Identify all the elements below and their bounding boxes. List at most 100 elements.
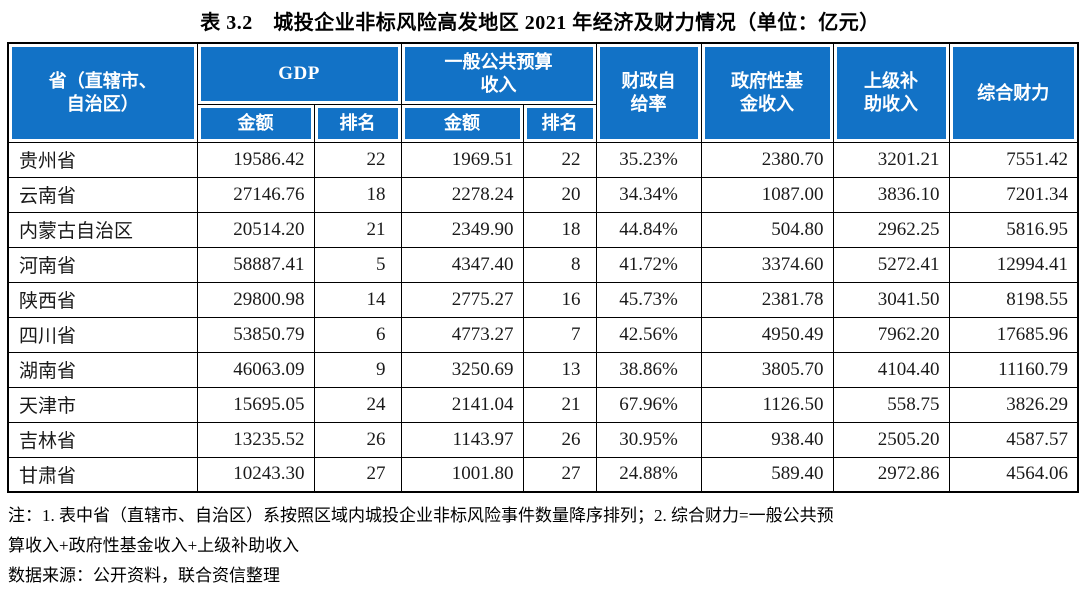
cell-budget-amount: 2141.04 [400,386,524,423]
cell-budget-rank: 7 [522,316,597,353]
cell-gdp-rank: 14 [313,281,402,318]
cell-gdp-amount: 19586.42 [196,141,315,178]
cell-province: 贵州省 [7,141,198,178]
cell-subsidy-revenue: 558.75 [832,386,950,423]
cell-budget-rank: 22 [522,141,597,178]
cell-subsidy-revenue: 2505.20 [832,421,950,458]
cell-budget-amount: 4347.40 [400,246,524,283]
header-gdp-amount: 金额 [196,103,315,143]
cell-gdp-rank: 9 [313,351,402,388]
header-budget-rank: 排名 [522,103,597,143]
cell-budget-amount: 1001.80 [400,456,524,493]
cell-gov-fund-revenue: 1126.50 [700,386,834,423]
cell-budget-amount: 2775.27 [400,281,524,318]
cell-budget-rank: 20 [522,176,597,213]
cell-comprehensive-power: 4564.06 [948,456,1079,493]
cell-province: 河南省 [7,246,198,283]
note-line-2: 算收入+政府性基金收入+上级补助收入 [8,536,300,555]
table-body: 贵州省 19586.42 22 1969.51 22 35.23% 2380.70 3201.… [7,141,1079,493]
cell-budget-rank: 18 [522,211,597,248]
cell-gov-fund-revenue: 504.80 [700,211,834,248]
table-row: 云南省 27146.76 18 2278.24 20 34.34% 1087.00 3836.… [7,176,1079,213]
table-title: 表 3.2 城投企业非标风险高发地区 2021 年经济及财力情况（单位：亿元） [200,12,880,34]
table-row: 天津市 15695.05 24 2141.04 21 67.96% 1126.50 558.7… [7,386,1079,423]
cell-gdp-rank: 6 [313,316,402,353]
cell-gdp-rank: 5 [313,246,402,283]
cell-subsidy-revenue: 4104.40 [832,351,950,388]
cell-gov-fund-revenue: 1087.00 [700,176,834,213]
cell-province: 内蒙古自治区 [7,211,198,248]
cell-subsidy-revenue: 2962.25 [832,211,950,248]
cell-gdp-rank: 18 [313,176,402,213]
cell-gdp-rank: 21 [313,211,402,248]
cell-gdp-amount: 46063.09 [196,351,315,388]
cell-gov-fund-revenue: 938.40 [700,421,834,458]
cell-subsidy-revenue: 5272.41 [832,246,950,283]
cell-fiscal-self-rate: 38.86% [595,351,702,388]
cell-comprehensive-power: 4587.57 [948,421,1079,458]
cell-comprehensive-power: 11160.79 [948,351,1079,388]
cell-budget-rank: 13 [522,351,597,388]
cell-fiscal-self-rate: 67.96% [595,386,702,423]
note-line-1: 注：1. 表中省（直辖市、自治区）系按照区域内城投企业非标风险事件数量降序排列；… [8,506,834,525]
cell-comprehensive-power: 3826.29 [948,386,1079,423]
cell-gdp-amount: 58887.41 [196,246,315,283]
cell-fiscal-self-rate: 34.34% [595,176,702,213]
cell-gdp-amount: 20514.20 [196,211,315,248]
cell-province: 陕西省 [7,281,198,318]
cell-gov-fund-revenue: 4950.49 [700,316,834,353]
cell-budget-amount: 3250.69 [400,351,524,388]
cell-fiscal-self-rate: 44.84% [595,211,702,248]
table-row: 内蒙古自治区 20514.20 21 2349.90 18 44.84% 504.80 296… [7,211,1079,248]
cell-comprehensive-power: 8198.55 [948,281,1079,318]
header-comprehensive-power: 综合财力 [948,42,1079,143]
header-gov-fund-revenue: 政府性基 金收入 [700,42,834,143]
cell-gdp-amount: 10243.30 [196,456,315,493]
cell-budget-amount: 1143.97 [400,421,524,458]
cell-gdp-amount: 13235.52 [196,421,315,458]
cell-gdp-amount: 53850.79 [196,316,315,353]
header-province: 省（直辖市、 自治区） [7,42,198,143]
cell-fiscal-self-rate: 35.23% [595,141,702,178]
header-budget-revenue-group: 一般公共预算 收入 [400,42,597,105]
cell-comprehensive-power: 7201.34 [948,176,1079,213]
cell-budget-amount: 2278.24 [400,176,524,213]
cell-budget-rank: 21 [522,386,597,423]
cell-province: 吉林省 [7,421,198,458]
cell-fiscal-self-rate: 45.73% [595,281,702,318]
cell-gdp-amount: 29800.98 [196,281,315,318]
cell-budget-amount: 4773.27 [400,316,524,353]
cell-gdp-rank: 27 [313,456,402,493]
cell-gdp-rank: 26 [313,421,402,458]
cell-gov-fund-revenue: 2380.70 [700,141,834,178]
header-gdp-group: GDP [196,42,402,105]
cell-budget-rank: 26 [522,421,597,458]
cell-province: 天津市 [7,386,198,423]
cell-fiscal-self-rate: 42.56% [595,316,702,353]
cell-subsidy-revenue: 2972.86 [832,456,950,493]
table-notes: 注：1. 表中省（直辖市、自治区）系按照区域内城投企业非标风险事件数量降序排列；… [8,501,1072,591]
header-budget-amount: 金额 [400,103,524,143]
cell-gdp-amount: 15695.05 [196,386,315,423]
cell-fiscal-self-rate: 24.88% [595,456,702,493]
data-table: 省（直辖市、 自治区） GDP 一般公共预算 收入 财政自 给率 政府性基 金收… [7,42,1079,493]
cell-subsidy-revenue: 7962.20 [832,316,950,353]
cell-province: 甘肃省 [7,456,198,493]
data-source: 数据来源：公开资料，联合资信整理 [8,566,280,585]
cell-gdp-rank: 22 [313,141,402,178]
table-row: 湖南省 46063.09 9 3250.69 13 38.86% 3805.70 4104.4… [7,351,1079,388]
cell-gov-fund-revenue: 3805.70 [700,351,834,388]
table-row: 贵州省 19586.42 22 1969.51 22 35.23% 2380.70 3201.… [7,141,1079,178]
cell-province: 湖南省 [7,351,198,388]
cell-subsidy-revenue: 3201.21 [832,141,950,178]
cell-budget-rank: 8 [522,246,597,283]
cell-gov-fund-revenue: 589.40 [700,456,834,493]
cell-subsidy-revenue: 3836.10 [832,176,950,213]
cell-budget-amount: 1969.51 [400,141,524,178]
cell-budget-rank: 27 [522,456,597,493]
table-row: 河南省 58887.41 5 4347.40 8 41.72% 3374.60 5272.41… [7,246,1079,283]
cell-budget-rank: 16 [522,281,597,318]
cell-fiscal-self-rate: 30.95% [595,421,702,458]
table-row: 吉林省 13235.52 26 1143.97 26 30.95% 938.40 2505.2… [7,421,1079,458]
cell-province: 云南省 [7,176,198,213]
